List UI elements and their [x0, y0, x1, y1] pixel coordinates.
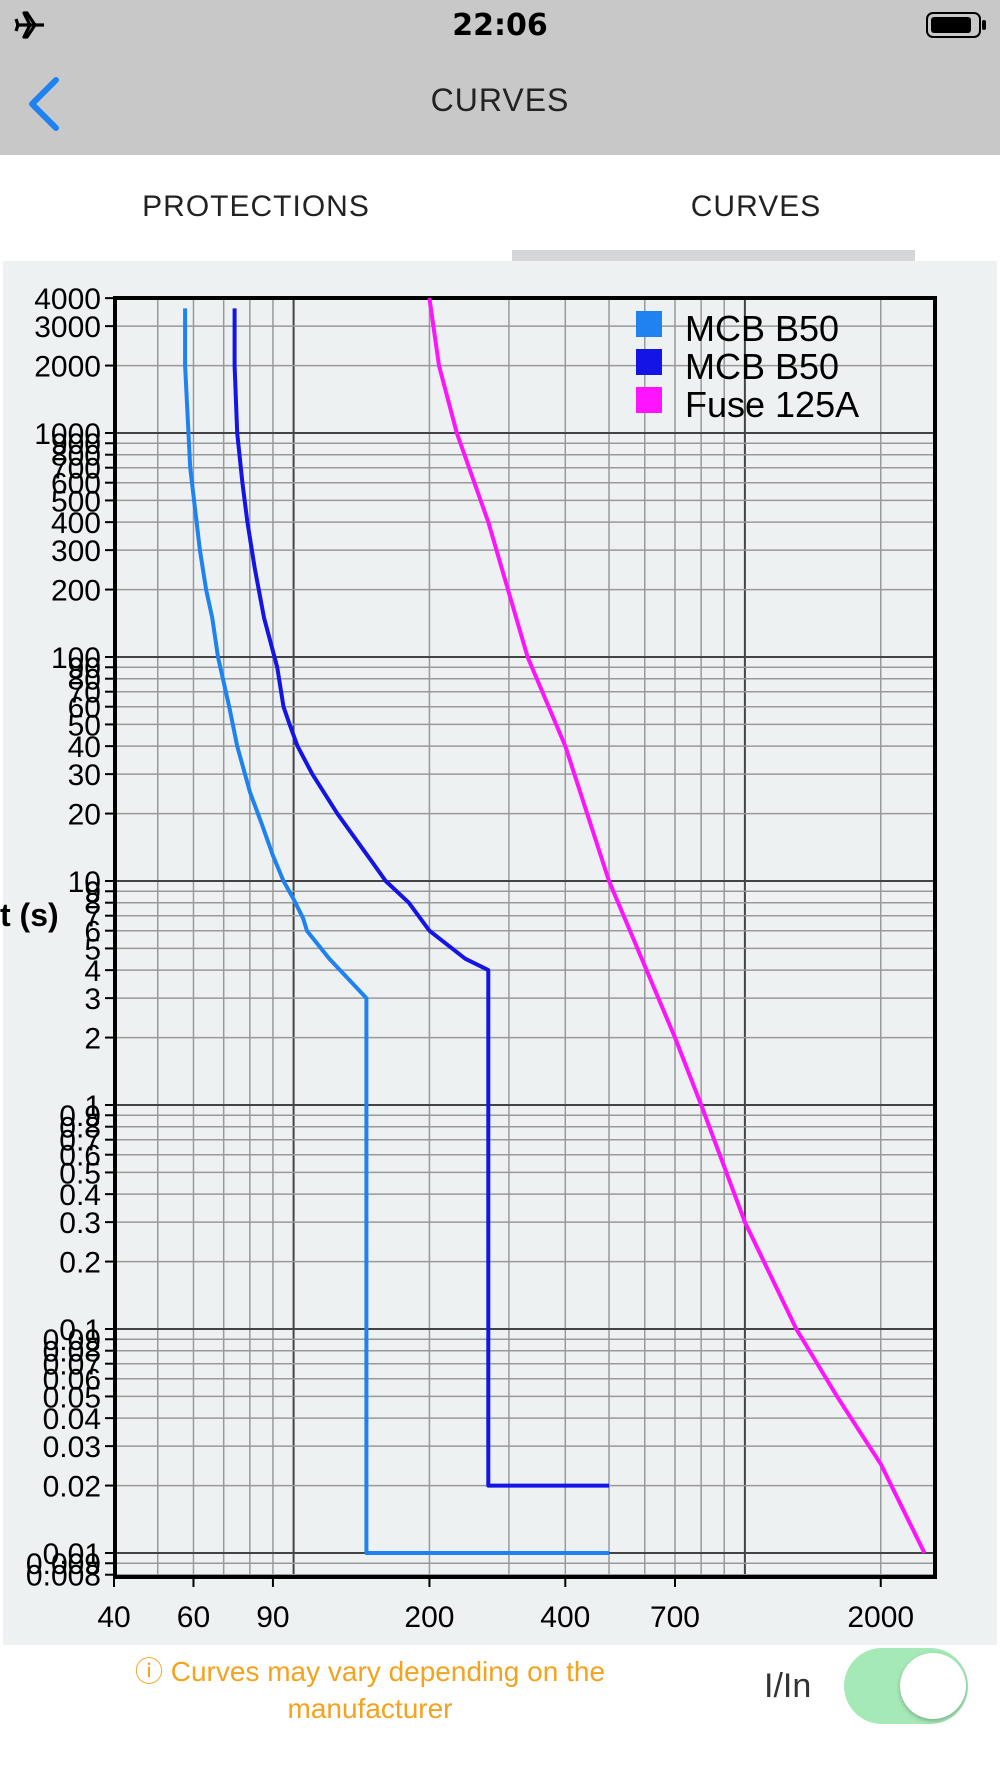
y-tick-label: 50: [68, 709, 101, 742]
series-line-1: [183, 308, 609, 1555]
y-tick-label: 0.8: [59, 1112, 101, 1145]
toggle-label: I/In: [764, 1667, 812, 1705]
y-tick-label: 700: [51, 453, 101, 486]
y-tick-label: 0.02: [43, 1471, 101, 1504]
legend-label: Fuse 125A: [685, 384, 859, 425]
battery-icon: [926, 12, 986, 38]
y-tick-label: 0.06: [43, 1364, 101, 1397]
y-tick-label: 400: [51, 507, 101, 540]
y-tick-label: 0.05: [43, 1381, 101, 1414]
y-tick-label: 2: [84, 1023, 101, 1056]
legend-swatch: [636, 349, 662, 375]
selected-tab-indicator: [512, 250, 915, 261]
grid: [115, 297, 935, 1577]
y-tick-label: 40: [68, 731, 101, 764]
navigation-bar: CURVES: [0, 50, 1000, 155]
y-tick-label: 300: [51, 535, 101, 568]
airplane-mode-icon: [14, 11, 44, 39]
legend-label: MCB B50: [685, 308, 839, 349]
y-tick-label: 100: [51, 642, 101, 675]
y-tick-label: 1000: [34, 418, 101, 451]
y-tick-label: 10: [68, 866, 101, 899]
y-tick-label: 0.08: [43, 1336, 101, 1369]
y-tick-label: 0.5: [59, 1157, 101, 1190]
plot-frame: [113, 296, 937, 1579]
tab-curves[interactable]: CURVES: [512, 155, 1000, 261]
footer: ⓘ Curves may vary depending on the manuf…: [0, 1645, 1000, 1778]
chart-background: [3, 261, 997, 1645]
y-tick-label: 0.09: [43, 1324, 101, 1357]
legend-label: MCB B50: [685, 346, 839, 387]
trip-curve-chart: 4000300020001000900800700600500400300200…: [0, 283, 937, 1634]
toggle-knob: [900, 1653, 966, 1719]
status-bar: 22:06: [0, 0, 1000, 50]
y-tick-label: 0.008: [26, 1560, 101, 1593]
x-tick-label: 90: [256, 1601, 289, 1634]
y-tick-label: 70: [68, 677, 101, 710]
y-tick-label: 5: [84, 933, 101, 966]
y-tick-label: 6: [84, 916, 101, 949]
status-time: 22:06: [452, 8, 548, 43]
y-axis-label: t (s): [0, 897, 59, 933]
y-tick-label: 200: [51, 575, 101, 608]
y-tick-label: 8: [84, 888, 101, 921]
back-button[interactable]: [22, 74, 72, 134]
x-tick-label: 40: [97, 1601, 130, 1634]
y-tick-label: 7: [84, 901, 101, 934]
y-tick-label: 0.03: [43, 1431, 101, 1464]
y-tick-label: 0.3: [59, 1207, 101, 1240]
y-tick-label: 0.07: [43, 1349, 101, 1382]
y-tick-label: 0.4: [59, 1179, 101, 1212]
legend-swatch: [636, 311, 662, 337]
tab-protections-label: PROTECTIONS: [142, 190, 370, 223]
x-tick-label: 2000: [847, 1601, 914, 1634]
y-tick-label: 0.1: [59, 1314, 101, 1347]
y-tick-label: 500: [51, 485, 101, 518]
y-tick-label: 0.01: [43, 1538, 101, 1571]
y-tick-label: 0.9: [59, 1100, 101, 1133]
y-tick-label: 4000: [34, 283, 101, 316]
tab-protections[interactable]: PROTECTIONS: [0, 155, 512, 261]
y-tick-label: 600: [51, 468, 101, 501]
y-tick-label: 60: [68, 692, 101, 725]
y-tick-label: 90: [68, 652, 101, 685]
tab-bar: PROTECTIONS CURVES: [0, 155, 1000, 261]
y-tick-label: 900: [51, 428, 101, 461]
y-tick-label: 3000: [34, 311, 101, 344]
y-tick-label: 2000: [34, 351, 101, 384]
tab-curves-label: CURVES: [690, 190, 822, 223]
y-tick-label: 0.7: [59, 1125, 101, 1158]
y-tick-label: 9: [84, 876, 101, 909]
y-tick-label: 1: [84, 1090, 101, 1123]
y-tick-label: 20: [68, 799, 101, 832]
y-tick-label: 3: [84, 983, 101, 1016]
y-tick-label: 800: [51, 440, 101, 473]
manufacturer-note: ⓘ Curves may vary depending on the manuf…: [134, 1656, 606, 1724]
page-title: CURVES: [430, 82, 570, 118]
i-in-toggle[interactable]: [844, 1648, 968, 1724]
legend-swatch: [636, 387, 662, 413]
series-line-3: [427, 297, 927, 1554]
series-line-2: [232, 308, 609, 1488]
y-tick-label: 0.04: [43, 1403, 101, 1436]
x-tick-label: 200: [404, 1601, 454, 1634]
x-tick-label: 60: [177, 1601, 210, 1634]
y-tick-label: 4: [84, 955, 101, 988]
y-tick-label: 0.6: [59, 1140, 101, 1173]
x-tick-label: 700: [650, 1601, 700, 1634]
x-tick-label: 400: [540, 1601, 590, 1634]
y-tick-label: 0.2: [59, 1247, 101, 1280]
y-tick-label: 80: [68, 664, 101, 697]
y-tick-label: 0.009: [26, 1548, 101, 1581]
y-tick-label: 30: [68, 759, 101, 792]
chevron-left-icon: [29, 77, 59, 131]
